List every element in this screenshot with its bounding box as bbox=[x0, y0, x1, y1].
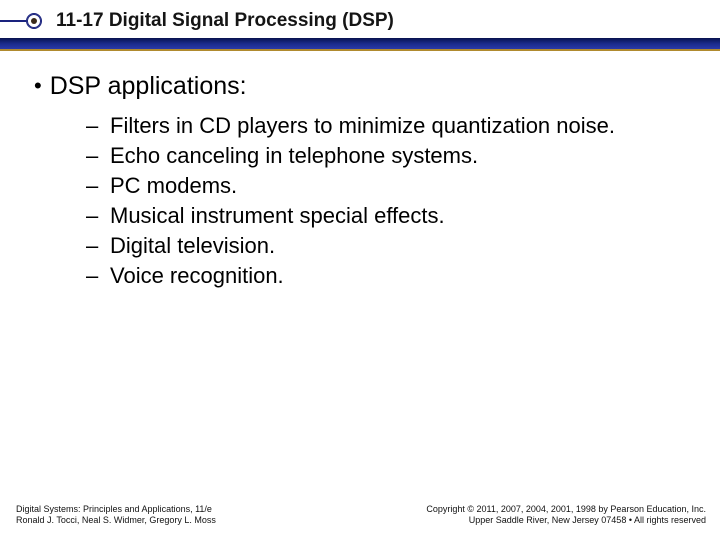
footer-right-line2: Upper Saddle River, New Jersey 07458 • A… bbox=[426, 515, 706, 526]
list-item: – PC modems. bbox=[86, 172, 690, 200]
bullet-dot-icon: • bbox=[34, 70, 42, 102]
title-bullet-icon bbox=[26, 13, 42, 29]
list-item: – Voice recognition. bbox=[86, 262, 690, 290]
slide: 11-17 Digital Signal Processing (DSP) • … bbox=[0, 0, 720, 540]
footer-right-line1: Copyright © 2011, 2007, 2004, 2001, 1998… bbox=[426, 504, 706, 515]
dash-icon: – bbox=[86, 172, 100, 200]
dash-icon: – bbox=[86, 262, 100, 290]
footer-right: Copyright © 2011, 2007, 2004, 2001, 1998… bbox=[426, 504, 706, 526]
main-bullet-text: DSP applications: bbox=[50, 70, 247, 102]
list-item: – Echo canceling in telephone systems. bbox=[86, 142, 690, 170]
title-band: 11-17 Digital Signal Processing (DSP) bbox=[0, 0, 720, 54]
footer-left-line2: Ronald J. Tocci, Neal S. Widmer, Gregory… bbox=[16, 515, 216, 526]
slide-title: 11-17 Digital Signal Processing (DSP) bbox=[56, 10, 394, 32]
dash-icon: – bbox=[86, 202, 100, 230]
footer-left-line1: Digital Systems: Principles and Applicat… bbox=[16, 504, 216, 515]
main-bullet: • DSP applications: bbox=[34, 70, 690, 102]
slide-body: • DSP applications: – Filters in CD play… bbox=[34, 70, 690, 292]
list-item: – Filters in CD players to minimize quan… bbox=[86, 112, 690, 140]
dash-icon: – bbox=[86, 232, 100, 260]
footer-left: Digital Systems: Principles and Applicat… bbox=[16, 504, 216, 526]
dash-icon: – bbox=[86, 142, 100, 170]
sub-item-text: Musical instrument special effects. bbox=[110, 202, 445, 230]
sub-bullet-list: – Filters in CD players to minimize quan… bbox=[86, 112, 690, 290]
sub-item-text: Filters in CD players to minimize quanti… bbox=[110, 112, 615, 140]
dash-icon: – bbox=[86, 112, 100, 140]
sub-item-text: PC modems. bbox=[110, 172, 237, 200]
sub-item-text: Digital television. bbox=[110, 232, 275, 260]
list-item: – Musical instrument special effects. bbox=[86, 202, 690, 230]
list-item: – Digital television. bbox=[86, 232, 690, 260]
sub-item-text: Echo canceling in telephone systems. bbox=[110, 142, 478, 170]
sub-item-text: Voice recognition. bbox=[110, 262, 284, 290]
